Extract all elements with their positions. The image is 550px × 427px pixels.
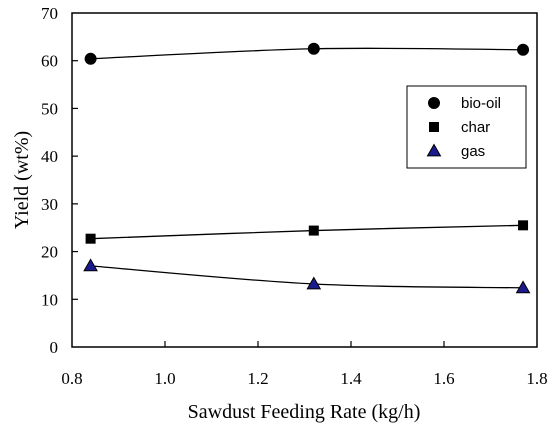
y-tick-label: 40 <box>41 147 58 166</box>
legend-marker-bio-oil <box>428 97 440 109</box>
y-tick-label: 20 <box>41 243 58 262</box>
data-point-char <box>518 220 529 231</box>
y-tick-label: 50 <box>41 99 58 118</box>
x-tick-label: 1.4 <box>340 369 362 388</box>
x-tick-label: 0.8 <box>61 369 82 388</box>
x-tick-label: 1.6 <box>433 369 454 388</box>
legend-marker-char <box>429 122 439 132</box>
x-axis-title: Sawdust Feeding Rate (kg/h) <box>188 401 421 423</box>
data-point-bio-oil <box>84 52 97 65</box>
y-tick-label: 10 <box>41 290 58 309</box>
data-point-gas <box>306 276 322 290</box>
legend-label-gas: gas <box>461 143 485 160</box>
data-point-char <box>308 225 319 236</box>
legend: bio-oil char gas <box>406 85 527 169</box>
x-tick-label: 1.8 <box>526 369 547 388</box>
y-tick-label: 70 <box>41 4 58 23</box>
y-tick-label: 60 <box>41 52 58 71</box>
legend-label-bio-oil: bio-oil <box>461 95 501 112</box>
data-point-gas <box>83 258 98 272</box>
y-axis-title: Yield (wt%) <box>11 131 33 229</box>
y-axis-ticks: 0 10 20 30 40 50 60 70 <box>41 4 78 357</box>
plot-area <box>71 12 538 348</box>
x-tick-label: 1.0 <box>154 369 175 388</box>
legend-box <box>406 85 527 169</box>
data-point-bio-oil <box>517 43 530 56</box>
y-tick-label: 30 <box>41 195 58 214</box>
x-axis-ticks: 0.8 1.0 1.2 1.4 1.6 1.8 <box>61 341 548 388</box>
x-tick-label: 1.2 <box>247 369 268 388</box>
data-point-char <box>85 233 96 244</box>
y-tick-label: 0 <box>50 338 59 357</box>
series-layer <box>83 42 531 294</box>
data-point-gas <box>515 280 531 294</box>
data-point-bio-oil <box>307 42 320 55</box>
legend-label-char: char <box>461 119 490 136</box>
legend-marker-gas <box>426 143 442 157</box>
